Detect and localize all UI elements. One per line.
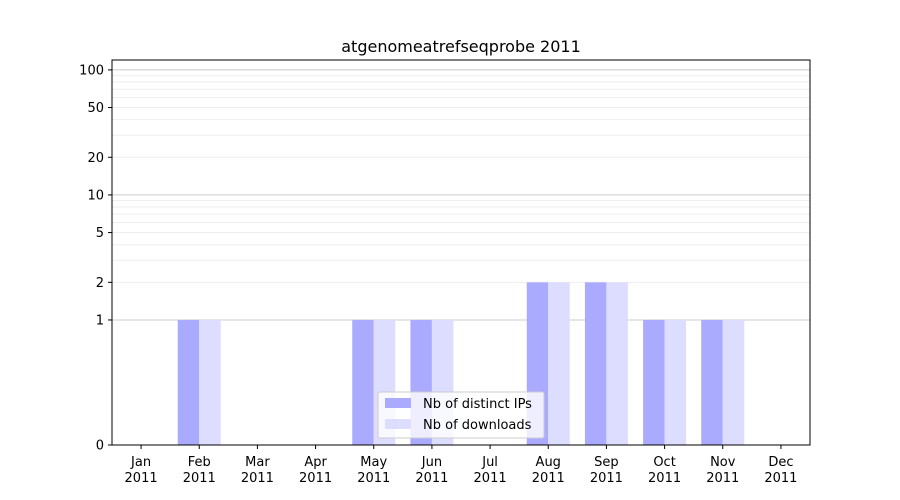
x-tick-label-month: Aug — [536, 455, 561, 470]
bar-downloads-aug — [548, 282, 570, 445]
y-tick-label: 10 — [87, 188, 104, 203]
x-tick-label-month: Jun — [421, 455, 442, 470]
legend: Nb of distinct IPs Nb of downloads — [377, 391, 545, 439]
bars — [177, 282, 745, 445]
legend-swatch-downloads — [385, 419, 411, 429]
x-tick-label-year: 2011 — [241, 471, 274, 486]
x-tick-label-month: Nov — [710, 455, 736, 470]
plot-frame — [111, 59, 811, 446]
x-tick-label-month: Sep — [594, 455, 619, 470]
x-axis: Jan2011Feb2011Mar2011Apr2011May2011Jun20… — [125, 445, 797, 486]
x-tick-label-month: Jan — [130, 455, 151, 470]
bar-downloads-sep — [606, 282, 628, 445]
bar-distinct-ips-may — [352, 319, 374, 445]
x-tick-label-year: 2011 — [590, 471, 623, 486]
y-tick-label: 1 — [96, 313, 104, 328]
y-tick-label: 20 — [87, 151, 104, 166]
grid-lines — [112, 69, 810, 321]
y-tick-label: 100 — [79, 63, 104, 78]
bar-downloads-oct — [664, 319, 687, 445]
x-tick-label-year: 2011 — [532, 471, 565, 486]
y-tick-label: 50 — [87, 101, 104, 116]
x-tick-label-month: Feb — [188, 455, 211, 470]
x-tick-label-year: 2011 — [357, 471, 390, 486]
legend-label-downloads: Nb of downloads — [423, 418, 532, 433]
chart-title: atgenomeatrefseqprobe 2011 — [341, 37, 581, 56]
legend-label-distinct-ips: Nb of distinct IPs — [423, 397, 532, 412]
y-tick-label: 0 — [96, 439, 104, 454]
bar-downloads-nov — [722, 319, 745, 445]
y-tick-label: 2 — [96, 276, 104, 291]
x-tick-label-year: 2011 — [183, 471, 216, 486]
x-tick-label-month: Dec — [768, 455, 793, 470]
x-tick-label-month: Oct — [653, 455, 675, 470]
x-tick-label-month: Mar — [245, 455, 270, 470]
x-tick-label-year: 2011 — [299, 471, 332, 486]
bar-distinct-ips-nov — [701, 319, 723, 445]
x-tick-label-month: Apr — [304, 455, 327, 470]
x-tick-label-month: Jul — [481, 455, 498, 470]
x-tick-label-year: 2011 — [706, 471, 739, 486]
legend-box — [377, 391, 545, 439]
x-tick-label-year: 2011 — [415, 471, 448, 486]
bar-distinct-ips-oct — [643, 319, 665, 445]
bar-distinct-ips-sep — [584, 282, 607, 445]
x-tick-label-year: 2011 — [648, 471, 681, 486]
bar-distinct-ips-feb — [177, 319, 200, 445]
y-axis: 0 1 2 5 10 20 50 100 — [79, 63, 112, 454]
x-tick-label-year: 2011 — [764, 471, 797, 486]
y-tick-label: 5 — [96, 226, 104, 241]
x-tick-label-year: 2011 — [125, 471, 158, 486]
legend-swatch-distinct-ips — [385, 398, 411, 408]
x-tick-label-year: 2011 — [474, 471, 507, 486]
bar-downloads-feb — [199, 319, 221, 445]
x-tick-label-month: May — [360, 455, 387, 470]
